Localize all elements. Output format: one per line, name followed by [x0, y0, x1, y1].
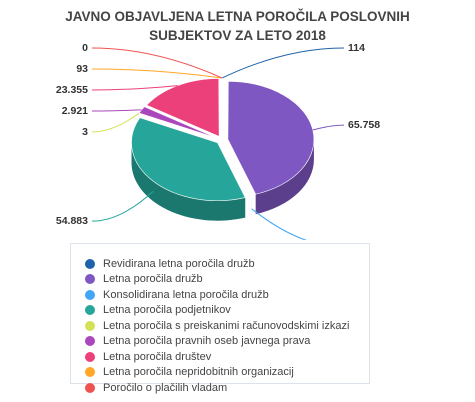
legend-label: Letna poročila s preiskanimi računovodsk… — [103, 319, 350, 332]
legend-label: Letna poročila družb — [103, 273, 203, 286]
leader-line — [251, 208, 308, 240]
legend-label: Letna poročila nepridobitnih organizacij — [103, 366, 294, 379]
legend-label: Revidirana letna poročila družb — [103, 257, 255, 270]
legend-item[interactable]: Poročilo o plačilih vladam — [85, 380, 369, 396]
legend-label: Konsolidirana letna poročila družb — [103, 288, 269, 301]
slice — [227, 81, 315, 195]
leader-line — [312, 124, 345, 131]
legend-item[interactable]: Letna poročila društev — [85, 349, 369, 365]
slice — [223, 143, 253, 200]
slice-side — [131, 142, 246, 221]
leader-line — [91, 47, 223, 79]
slice — [131, 117, 246, 201]
leader-line — [91, 85, 178, 91]
data-label: 114 — [348, 42, 365, 54]
legend-item[interactable]: Konsolidirana letna poročila družb — [85, 287, 369, 303]
data-label: 54.883 — [56, 215, 88, 227]
legend-item[interactable]: Letna poročila podjetnikov — [85, 303, 369, 319]
leader-line — [91, 109, 142, 112]
data-label: 0 — [82, 42, 88, 54]
chart-title: JAVNO OBJAVLJENA LETNA POROČILA POSLOVNI… — [65, 9, 410, 43]
legend-marker — [85, 258, 95, 269]
legend-item[interactable]: Letna poročila pravnih oseb javnega prav… — [85, 334, 369, 350]
legend-label: Letna poročila podjetnikov — [103, 304, 231, 317]
legend-marker — [85, 305, 95, 316]
legend-item[interactable]: Letna poročila s preiskanimi računovodsk… — [85, 318, 369, 334]
data-label: 3 — [82, 126, 88, 138]
leader-line — [91, 112, 140, 133]
legend-label: Letna poročila pravnih oseb javnega prav… — [103, 335, 311, 348]
legend-marker — [85, 382, 95, 393]
data-label: 23.355 — [56, 84, 88, 96]
legend-marker — [85, 289, 95, 300]
slice-side — [255, 139, 314, 215]
legend-marker — [85, 274, 95, 285]
legend-item[interactable]: Letna poročila nepridobitnih organizacij — [85, 365, 369, 381]
data-label: 2.921 — [62, 105, 88, 117]
legend-marker — [85, 320, 95, 331]
legend-label: Poročilo o plačilih vladam — [103, 381, 228, 394]
legend: Revidirana letna poročila družb Letna por… — [70, 243, 370, 394]
data-label: 93 — [76, 63, 88, 75]
legend-label: Letna poročila društev — [103, 350, 212, 363]
legend-marker — [85, 351, 95, 362]
leader-line — [91, 190, 154, 222]
leader-line — [222, 47, 345, 79]
legend-item[interactable]: Letna poročila družb — [85, 272, 369, 288]
data-label: 65.758 — [348, 119, 380, 131]
leader-line — [91, 68, 222, 79]
legend-item[interactable]: Revidirana letna poročila družb — [85, 256, 369, 272]
legend-marker — [85, 336, 95, 347]
legend-marker — [85, 367, 95, 378]
